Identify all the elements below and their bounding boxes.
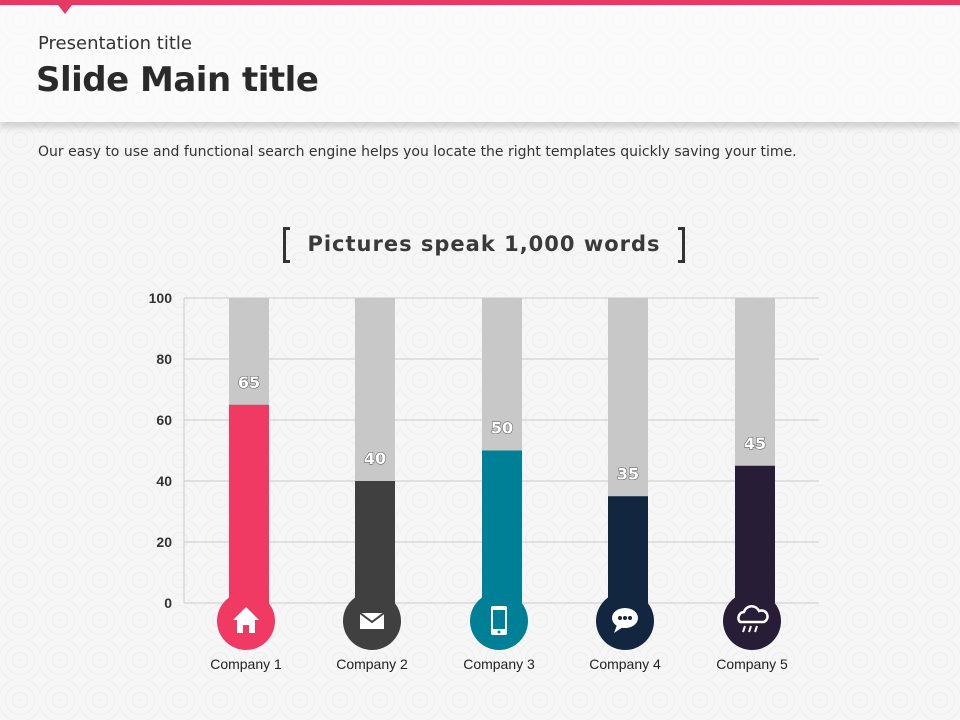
left-bracket (283, 227, 290, 263)
top-accent-notch (58, 5, 72, 14)
bar (735, 465, 775, 603)
chat-icon (612, 608, 638, 633)
cloud-rain-icon (737, 605, 769, 633)
bar (229, 404, 269, 603)
y-tick-label: 20 (156, 534, 172, 550)
category-label: Company 4 (589, 656, 661, 672)
y-tick-label: 80 (156, 351, 172, 367)
envelope-icon (359, 612, 385, 629)
y-tick-label: 100 (149, 290, 173, 306)
top-accent-bar (0, 0, 960, 5)
header-band: Presentation title Slide Main title (0, 5, 960, 122)
y-tick-label: 0 (164, 595, 172, 611)
y-tick-label: 60 (156, 412, 172, 428)
data-label: 35 (617, 464, 639, 483)
right-bracket (678, 227, 685, 263)
category-label: Company 5 (716, 656, 788, 672)
category-label: Company 1 (210, 656, 282, 672)
data-label: 45 (744, 434, 766, 453)
presentation-title: Presentation title (38, 33, 192, 54)
bar (482, 450, 522, 603)
data-label: 65 (238, 373, 260, 392)
phone-icon (491, 606, 507, 635)
slide-main-title: Slide Main title (36, 60, 319, 100)
data-label: 40 (364, 449, 386, 468)
section-title: Pictures speak 1,000 words (307, 232, 661, 256)
section-title-box: Pictures speak 1,000 words (283, 227, 685, 265)
home-icon (233, 607, 259, 633)
bar (608, 496, 648, 603)
category-label: Company 2 (336, 656, 408, 672)
category-label: Company 3 (463, 656, 535, 672)
data-label: 50 (491, 419, 513, 438)
bar (355, 481, 395, 603)
y-tick-label: 40 (156, 473, 172, 489)
slide-subtitle: Our easy to use and functional search en… (38, 144, 797, 160)
